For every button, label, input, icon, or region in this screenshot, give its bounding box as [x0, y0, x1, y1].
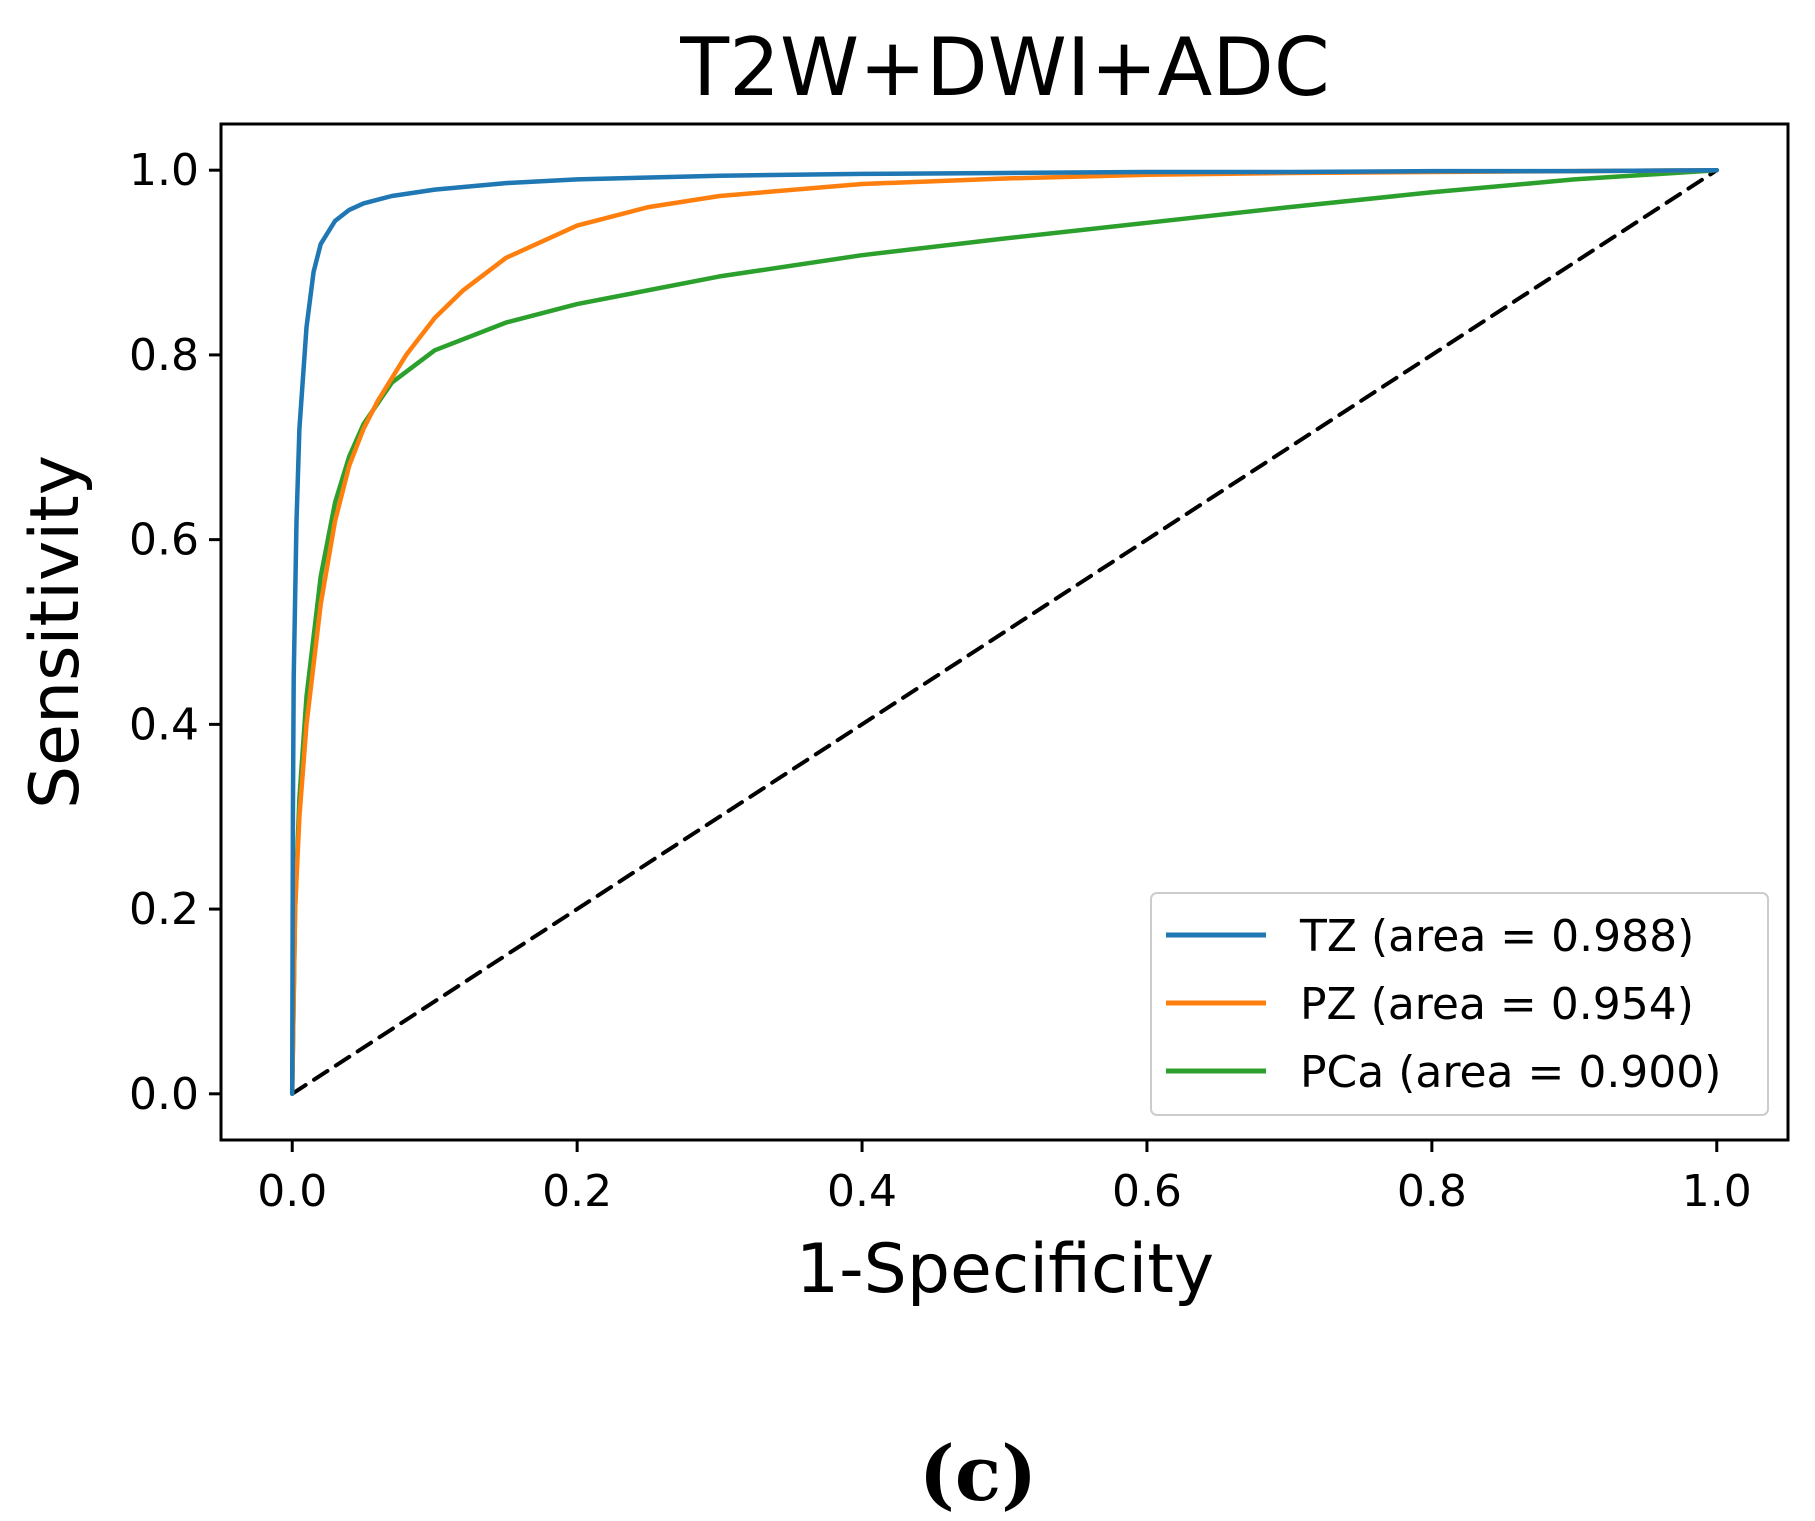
plot-lines	[289, 167, 1720, 1097]
y-tick-label: 0.4	[129, 699, 199, 750]
y-axis-ticks: 0.0 0.2 0.4 0.6 0.8 1.0	[129, 145, 221, 1120]
y-tick-label: 0.6	[129, 515, 199, 566]
chart-title: T2W+DWI+ADC	[679, 21, 1329, 114]
x-tick-label: 0.6	[1112, 1166, 1182, 1217]
y-tick-label: 0.2	[129, 884, 199, 935]
x-axis-ticks: 0.0 0.2 0.4 0.6 0.8 1.0	[257, 1140, 1752, 1217]
y-tick-label: 0.0	[129, 1069, 199, 1120]
legend-label-pz: PZ (area = 0.954)	[1300, 979, 1694, 1030]
x-axis-label: 1-Specificity	[796, 1230, 1214, 1309]
legend-label-tz: TZ (area = 0.988)	[1299, 911, 1694, 962]
series-line-tz	[289, 167, 1720, 1097]
legend-label-pca: PCa (area = 0.900)	[1300, 1047, 1721, 1098]
y-tick-label: 1.0	[129, 145, 199, 196]
x-tick-label: 0.4	[827, 1166, 897, 1217]
x-tick-label: 0.2	[542, 1166, 612, 1217]
series-line-pca	[289, 167, 1720, 1097]
x-tick-label: 1.0	[1682, 1166, 1752, 1217]
y-axis-label: Sensitivity	[16, 455, 95, 809]
legend: TZ (area = 0.988) PZ (area = 0.954) PCa (a…	[1150, 892, 1769, 1116]
y-tick-label: 0.8	[129, 330, 199, 381]
series-line-chance	[290, 168, 1719, 1096]
x-tick-label: 0.8	[1397, 1166, 1467, 1217]
legend-box	[1150, 892, 1769, 1116]
panel-label: (c)	[919, 1429, 1037, 1518]
plot-frame	[219, 122, 1790, 1142]
x-tick-label: 0.0	[257, 1166, 327, 1217]
